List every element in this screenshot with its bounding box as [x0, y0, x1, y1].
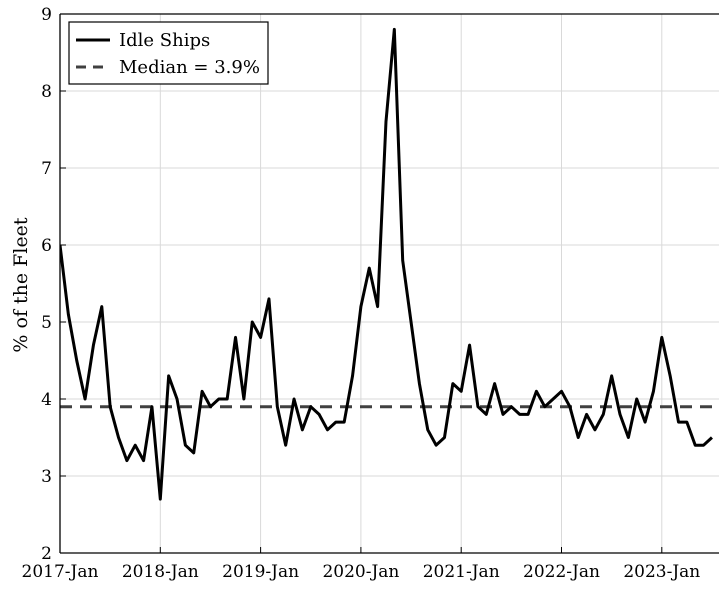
series-layer	[60, 27, 713, 501]
x-tick-label: 2017-Jan	[22, 562, 99, 582]
y-tick-label: 6	[41, 236, 52, 256]
legend-box	[68, 21, 269, 85]
series-line-idle-ships	[60, 27, 713, 501]
x-tick-label: 2018-Jan	[122, 562, 199, 582]
x-tick-label: 2022-Jan	[523, 562, 600, 582]
x-tick-label: 2019-Jan	[222, 562, 299, 582]
y-tick-label: 8	[41, 82, 52, 102]
x-tick-label: 2020-Jan	[322, 562, 399, 582]
y-tick-label: 3	[41, 467, 52, 487]
legend-label-idle-ships: Idle Ships	[119, 30, 210, 51]
legend-label-median: Median = 3.9%	[119, 57, 260, 78]
y-tick-label: 7	[41, 159, 52, 179]
y-tick-label: 9	[41, 5, 52, 25]
y-axis-label: % of the Fleet	[10, 217, 32, 353]
y-tick-label: 2	[41, 544, 52, 564]
x-tick-label: 2023-Jan	[623, 562, 700, 582]
y-tick-label: 5	[41, 313, 52, 333]
axes	[59, 13, 719, 554]
y-tick-label: 4	[41, 390, 52, 410]
x-tick-label: 2021-Jan	[423, 562, 500, 582]
legend: Idle Ships Median = 3.9%	[68, 21, 269, 85]
tick-labels: 2 3 4 5 6 7 8 9 2017-Jan 2018-Jan 2019-Jan 2020-Jan…	[22, 5, 701, 582]
